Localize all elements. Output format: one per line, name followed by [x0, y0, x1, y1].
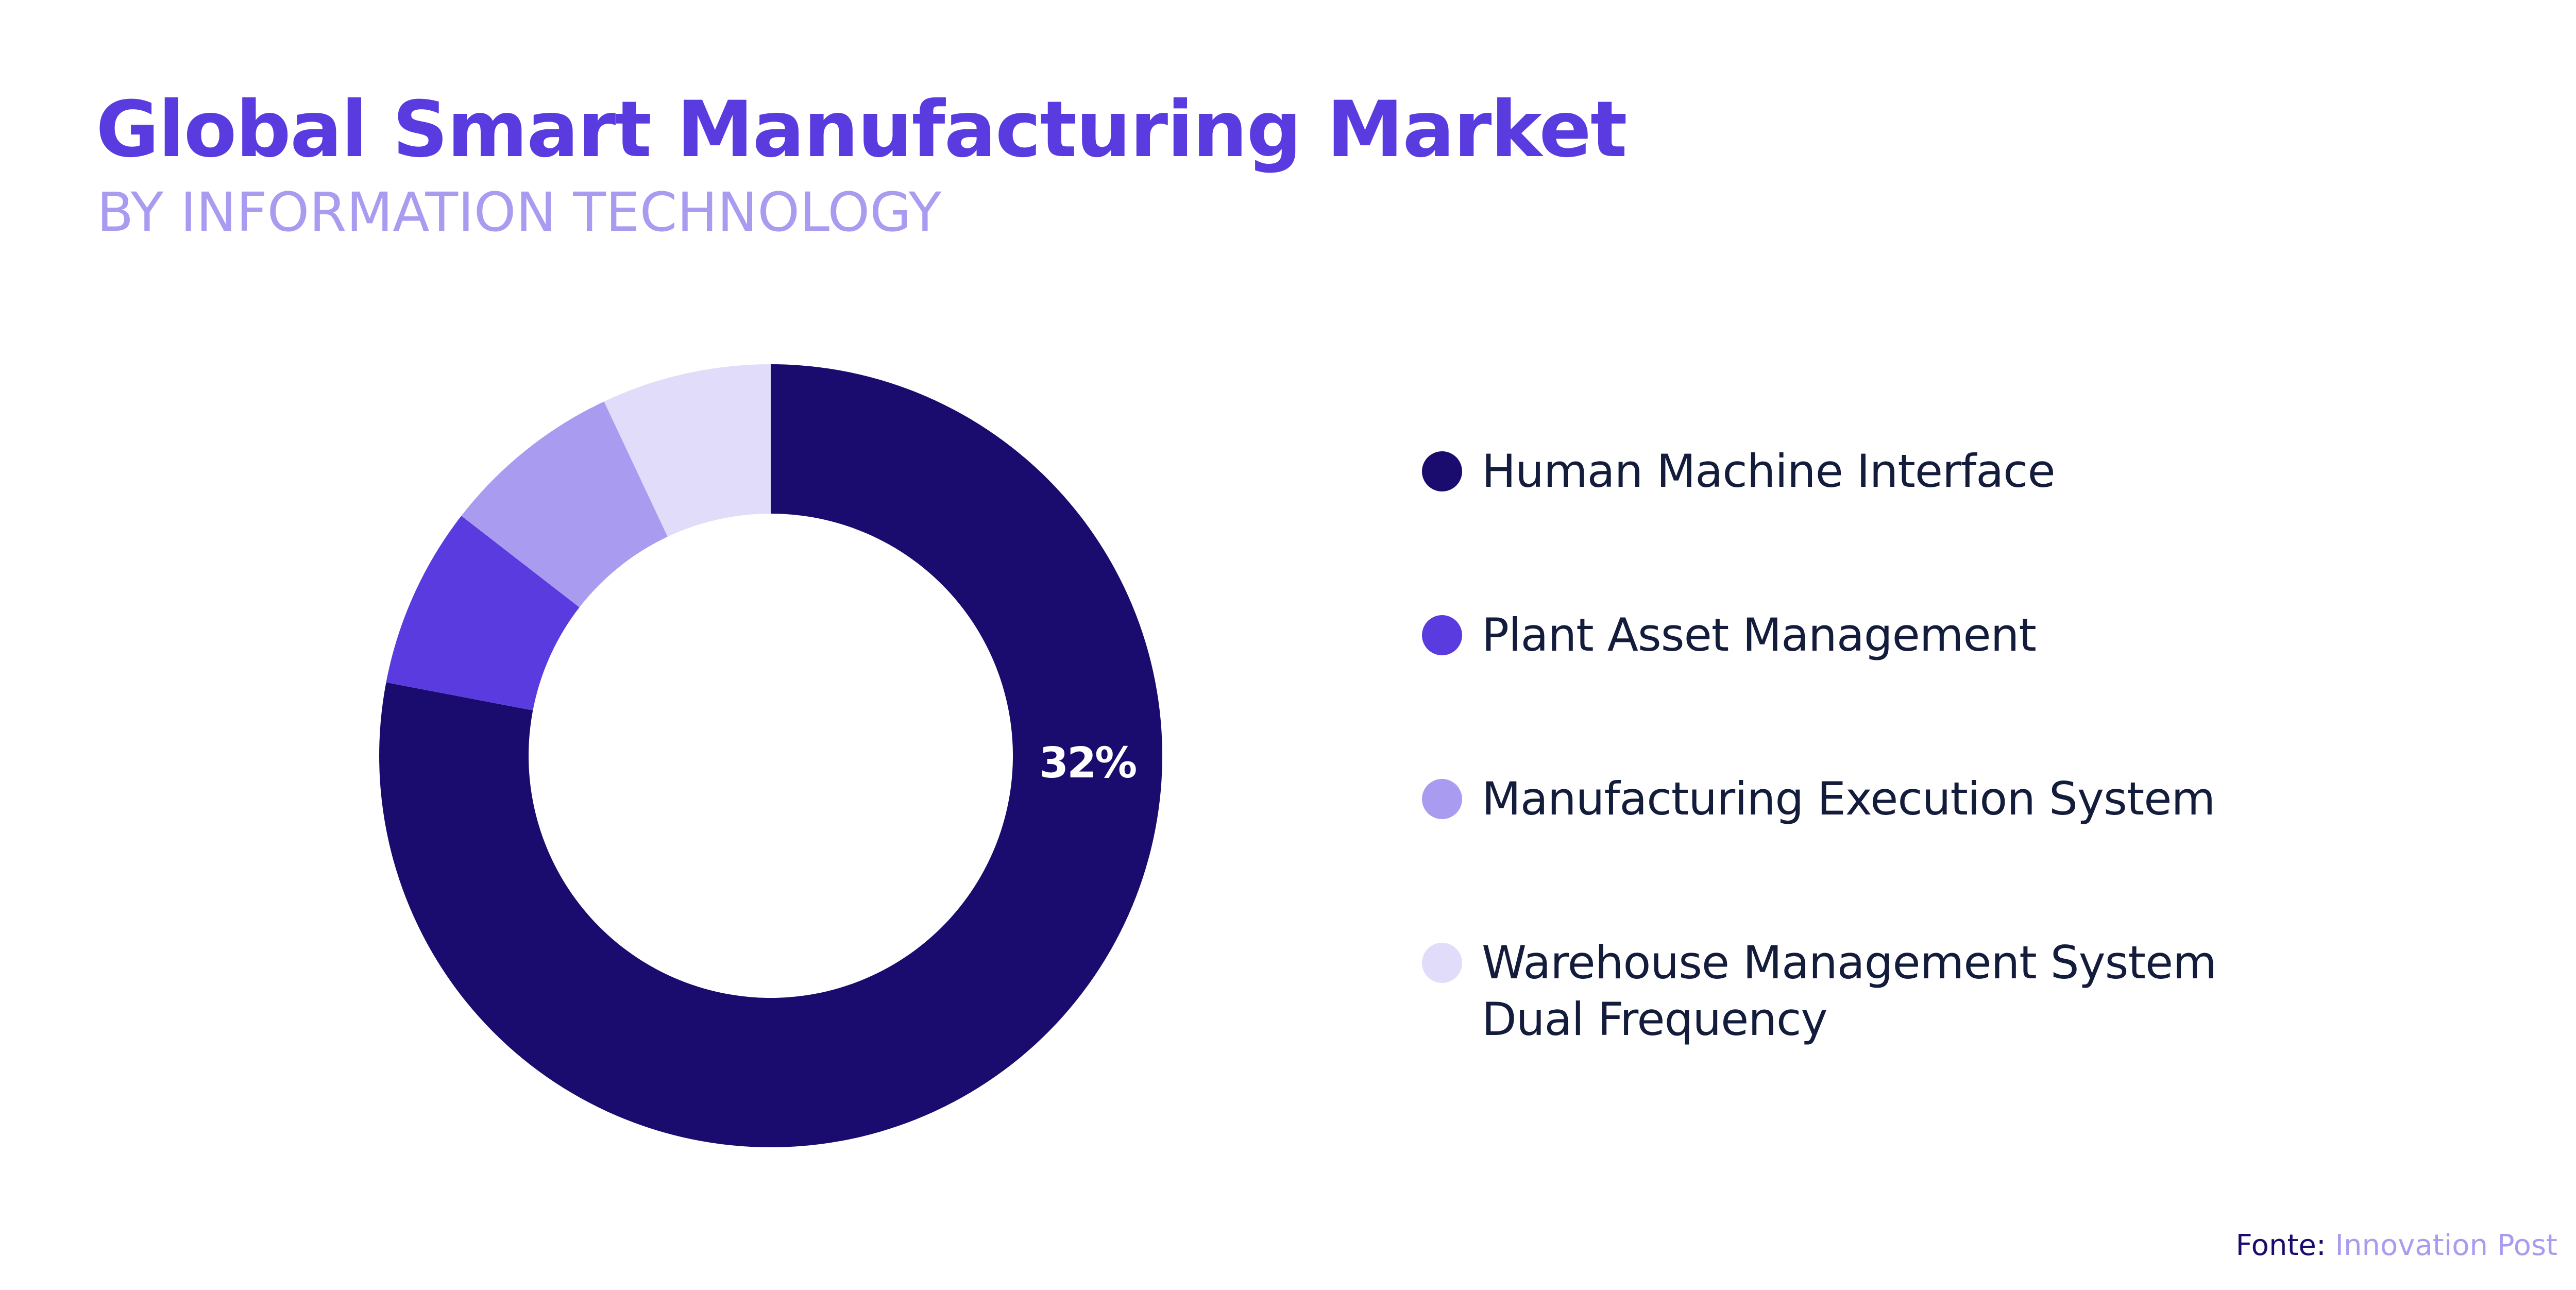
- slice-manufacturing-execution-system: [461, 401, 668, 607]
- legend-swatch: [1422, 615, 1462, 655]
- legend-label: Human Machine Interface: [1482, 445, 2056, 498]
- legend-label: Plant Asset Management: [1482, 608, 2037, 661]
- source-credit: Fonte: Innovation Post: [2235, 1225, 2557, 1266]
- slice-plant-asset-management: [386, 516, 580, 710]
- chart-title: Global Smart Manufacturing Market: [96, 85, 1628, 175]
- chart-subtitle: BY INFORMATION TECHNOLOGY: [97, 181, 942, 244]
- legend-label: Manufacturing Execution System: [1482, 772, 2215, 825]
- slice-warehouse-management-system-dual-frequency: [604, 364, 771, 537]
- legend-swatch: [1422, 943, 1462, 983]
- source-label: Fonte:: [2235, 1229, 2326, 1262]
- legend-swatch: [1422, 451, 1462, 491]
- legend-label: Warehouse Management System Dual Frequen…: [1482, 936, 2217, 1046]
- data-label-human-machine-interface: 32%: [1039, 739, 1136, 788]
- source-value: Innovation Post: [2335, 1229, 2557, 1262]
- chart-legend: Human Machine Interface Plant Asset Manag…: [1422, 0, 2504, 1288]
- slice-human-machine-interface: [379, 364, 1163, 1147]
- legend-swatch: [1422, 779, 1462, 819]
